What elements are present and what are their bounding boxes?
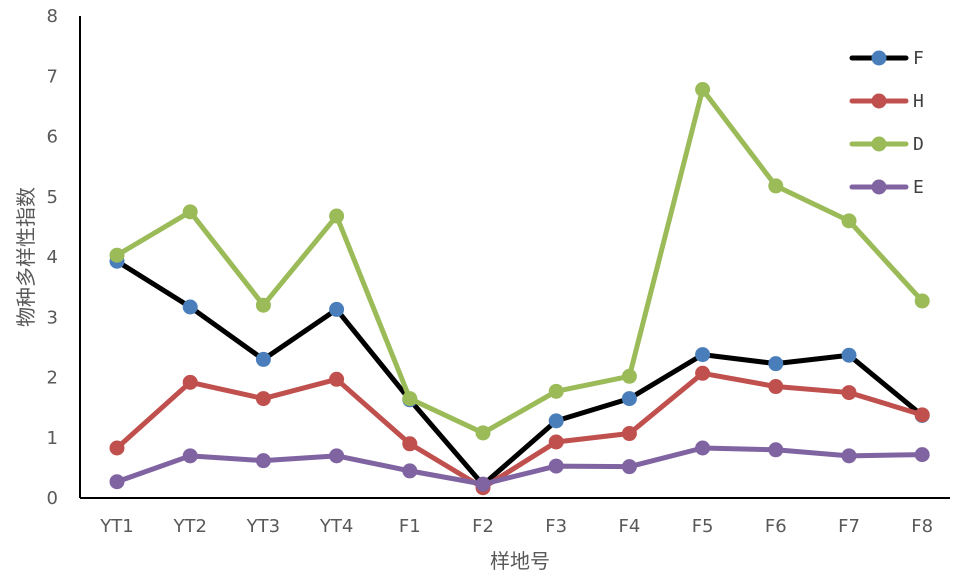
data-point <box>768 356 784 372</box>
data-point <box>548 458 564 474</box>
data-point <box>841 448 857 464</box>
legend-item: F <box>849 48 924 69</box>
data-point <box>914 407 930 423</box>
data-point <box>548 413 564 429</box>
data-point <box>475 425 491 441</box>
data-point <box>255 391 271 407</box>
data-point <box>768 442 784 458</box>
x-tick-label: F2 <box>472 516 494 537</box>
x-tick-label: F5 <box>692 516 714 537</box>
series-E <box>109 440 930 492</box>
data-point <box>182 204 198 220</box>
legend-label: F <box>913 48 924 69</box>
y-tick-label: 5 <box>47 187 58 208</box>
data-point <box>695 82 711 98</box>
x-axis-label: 样地号 <box>490 549 550 573</box>
data-point <box>914 293 930 309</box>
data-point <box>548 434 564 450</box>
legend-item: D <box>849 134 924 155</box>
series-line <box>114 87 925 436</box>
legend-label: H <box>913 91 924 112</box>
data-point <box>841 213 857 229</box>
data-point <box>841 385 857 401</box>
data-point <box>914 447 930 463</box>
legend-marker <box>871 179 887 195</box>
legend-marker <box>871 136 887 152</box>
data-point <box>841 347 857 363</box>
data-point <box>621 368 637 384</box>
legend-marker <box>871 93 887 109</box>
series-H <box>109 365 930 496</box>
legend: F H D E <box>849 48 924 198</box>
y-tick-label: 0 <box>47 488 58 509</box>
y-tick-label: 1 <box>47 428 58 449</box>
x-tick-label: F6 <box>765 516 787 537</box>
x-tick-label: F4 <box>618 516 640 537</box>
legend-item: E <box>849 177 924 198</box>
y-tick-labels: 0 1 2 3 4 5 6 7 8 <box>47 6 58 509</box>
data-point <box>768 178 784 194</box>
x-tick-label: F8 <box>911 516 933 537</box>
y-tick-label: 6 <box>47 127 58 148</box>
series-D <box>109 82 930 441</box>
data-point <box>621 391 637 407</box>
data-point <box>109 474 125 490</box>
data-point <box>548 383 564 399</box>
legend-label: E <box>913 177 924 198</box>
data-point <box>621 459 637 475</box>
data-point <box>329 301 345 317</box>
y-tick-label: 2 <box>47 368 58 389</box>
y-tick-label: 8 <box>47 6 58 27</box>
y-tick-label: 7 <box>47 66 58 87</box>
data-point <box>475 476 491 492</box>
data-point <box>695 440 711 456</box>
y-axis-label: 物种多样性指数 <box>14 187 38 327</box>
series-group <box>109 82 930 496</box>
data-point <box>402 463 418 479</box>
data-point <box>109 247 125 263</box>
x-tick-labels: YT1 YT2 YT3 YT4 F1 F2 F3 F4 F5 F6 F7 F8 <box>99 516 933 537</box>
data-point <box>329 371 345 387</box>
x-tick-label: YT3 <box>246 516 280 537</box>
x-tick-label: F3 <box>545 516 567 537</box>
legend-label: D <box>913 134 924 155</box>
data-point <box>695 365 711 381</box>
data-point <box>109 440 125 456</box>
y-tick-label: 3 <box>47 307 58 328</box>
data-point <box>695 347 711 363</box>
x-tick-label: YT1 <box>99 516 133 537</box>
x-tick-label: YT2 <box>172 516 206 537</box>
legend-item: H <box>849 91 924 112</box>
data-point <box>182 299 198 315</box>
data-point <box>402 436 418 452</box>
data-point <box>255 351 271 367</box>
series-line <box>114 445 925 487</box>
x-tick-label: F7 <box>838 516 860 537</box>
y-tick-label: 4 <box>47 247 58 268</box>
series-line <box>114 258 925 488</box>
data-point <box>329 208 345 224</box>
data-point <box>255 453 271 469</box>
data-point <box>768 379 784 395</box>
data-point <box>182 448 198 464</box>
data-point <box>255 297 271 313</box>
data-point <box>402 391 418 407</box>
series-line <box>114 370 925 491</box>
axes <box>79 16 950 499</box>
data-point <box>621 426 637 442</box>
x-tick-label: F1 <box>399 516 421 537</box>
data-point <box>182 374 198 390</box>
x-tick-label: YT4 <box>319 516 353 537</box>
legend-marker <box>871 50 887 66</box>
data-point <box>329 448 345 464</box>
